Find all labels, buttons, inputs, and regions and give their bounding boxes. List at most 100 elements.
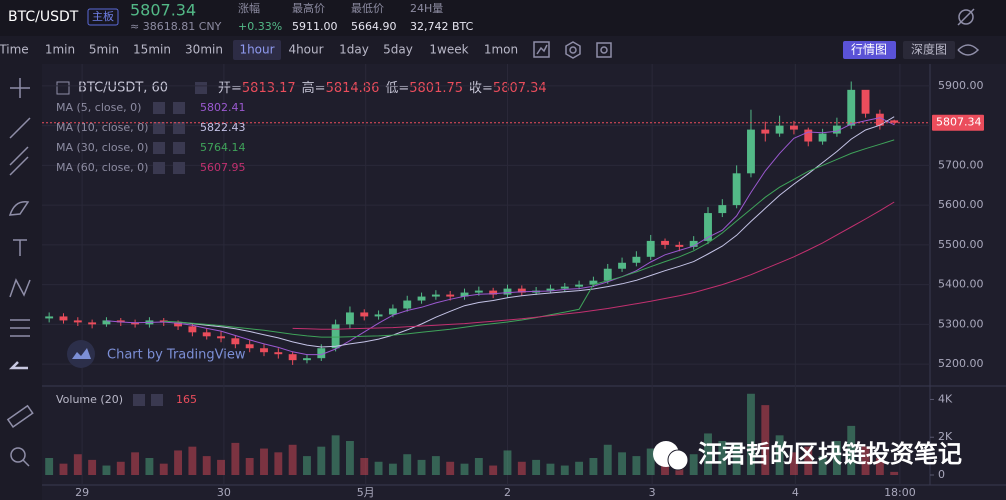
interval[interactable]: 5min xyxy=(89,43,119,57)
volume-bar xyxy=(388,463,397,475)
toolbar-icons xyxy=(533,8,980,59)
candle-body xyxy=(260,348,268,353)
candle-body xyxy=(704,213,712,241)
interval[interactable]: 30min xyxy=(185,43,223,57)
badge-box xyxy=(87,8,119,26)
close-icon[interactable] xyxy=(173,102,185,114)
volume-bar xyxy=(73,454,82,475)
candle-body xyxy=(503,288,512,295)
close-icon[interactable] xyxy=(173,162,185,174)
interval[interactable]: 15min xyxy=(133,43,171,57)
volume-bar xyxy=(274,452,283,475)
candle-body xyxy=(274,352,283,355)
close-icon[interactable] xyxy=(151,394,163,406)
volume-bar xyxy=(317,446,326,475)
candle-body xyxy=(675,244,684,247)
candle-body xyxy=(575,284,584,287)
settings-icon[interactable] xyxy=(133,394,145,406)
settings-icon[interactable] xyxy=(153,162,165,174)
candle-body xyxy=(360,312,369,317)
volume-bar xyxy=(303,456,311,475)
candle-body xyxy=(431,294,440,297)
volume-bar xyxy=(45,458,54,475)
candle-body xyxy=(789,125,798,130)
y-tick-label: 5400.00 xyxy=(938,278,984,291)
interval[interactable]: 1min xyxy=(45,43,75,57)
volume-bar xyxy=(88,459,97,475)
candle-body xyxy=(732,173,741,206)
volume-bar xyxy=(489,465,498,475)
close-icon[interactable] xyxy=(173,122,185,134)
volume-bar xyxy=(403,454,412,475)
close-value: 5807.34 xyxy=(493,81,547,96)
volume-bar xyxy=(732,444,741,475)
candle-body xyxy=(618,262,627,269)
candle-body xyxy=(331,324,340,349)
volume-bar xyxy=(847,425,856,475)
ma-line xyxy=(163,139,895,338)
ma-value: 5802.41 xyxy=(200,101,246,114)
candle-body xyxy=(59,316,68,321)
volume-bar xyxy=(875,458,884,475)
view-tab[interactable]: 行情图 xyxy=(851,43,887,57)
drawing-tools[interactable] xyxy=(6,78,34,467)
candle-body xyxy=(417,296,426,301)
volume-bar xyxy=(689,454,698,475)
wechat-icon xyxy=(667,449,689,471)
volume-bar xyxy=(618,452,627,475)
settings-icon[interactable] xyxy=(153,142,165,154)
interval[interactable]: 1mon xyxy=(484,43,518,57)
candle-body xyxy=(131,322,140,325)
candle-body xyxy=(761,129,770,134)
interval[interactable]: 1hour xyxy=(239,43,274,57)
candle-body xyxy=(818,133,827,142)
header-bar xyxy=(0,0,1006,36)
interval[interactable]: 1week xyxy=(429,43,468,57)
x-tick-label: 4 xyxy=(792,486,799,499)
candle-body xyxy=(646,240,655,257)
volume-bar xyxy=(503,450,512,475)
view-tab[interactable]: 深度图 xyxy=(911,42,947,57)
stat-label: 涨幅 xyxy=(238,2,260,15)
settings-icon[interactable] xyxy=(153,102,165,114)
volume-bar xyxy=(116,461,125,475)
x-tick-label: 5月 xyxy=(357,486,375,499)
volume-bar xyxy=(832,441,841,475)
interval[interactable]: 5day xyxy=(383,43,413,57)
y-tick-label: 5600.00 xyxy=(938,198,984,211)
close-icon[interactable] xyxy=(173,142,185,154)
ma-value: 5822.43 xyxy=(200,121,246,134)
x-tick-label: 2 xyxy=(504,486,511,499)
volume-bar xyxy=(202,456,211,475)
volume-bar xyxy=(704,433,712,475)
candle-body xyxy=(661,240,669,245)
symbol: BTC/USDT xyxy=(8,9,79,25)
candle-body xyxy=(489,290,498,295)
volume-bar xyxy=(632,456,641,475)
volume-legend: Volume (20) xyxy=(56,393,123,406)
settings-icon[interactable] xyxy=(153,122,165,134)
ma-legend: MA (10, close, 0) xyxy=(56,121,148,134)
low-label: 低= xyxy=(385,81,409,96)
ma-legend: MA (30, close, 0) xyxy=(56,141,148,154)
high-label: 高= xyxy=(302,80,326,96)
volume-bar xyxy=(517,461,526,475)
collapse-icon[interactable] xyxy=(56,81,70,95)
volume-bar xyxy=(818,456,827,475)
candle-body xyxy=(890,120,899,123)
candle-body xyxy=(188,326,197,333)
volume-bar xyxy=(431,456,440,475)
volume-bar xyxy=(804,446,813,475)
interval[interactable]: 1day xyxy=(339,43,369,57)
volume-bar xyxy=(217,459,225,475)
interval[interactable]: 4hour xyxy=(288,43,323,57)
candle-body xyxy=(88,322,97,325)
interval[interactable]: Time xyxy=(0,43,29,57)
volume-bar xyxy=(789,452,798,475)
volume-bar xyxy=(861,446,870,475)
open-value: 5813.17 xyxy=(242,81,296,96)
volume-bar xyxy=(231,442,240,475)
settings-icon[interactable] xyxy=(195,82,207,94)
